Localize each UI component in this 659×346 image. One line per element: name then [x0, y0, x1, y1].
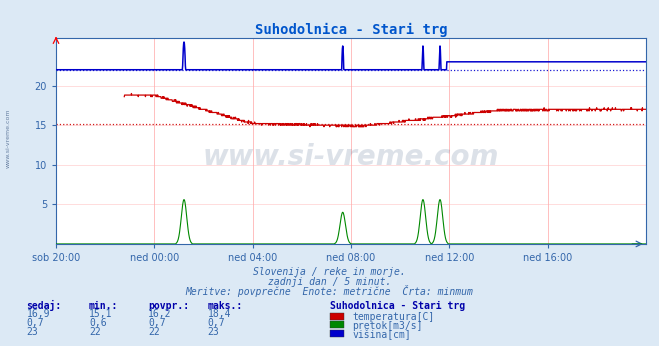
Text: Suhodolnica - Stari trg: Suhodolnica - Stari trg	[330, 301, 465, 311]
Text: Slovenija / reke in morje.: Slovenija / reke in morje.	[253, 267, 406, 277]
Text: 0,7: 0,7	[26, 318, 44, 328]
Text: pretok[m3/s]: pretok[m3/s]	[353, 321, 423, 331]
Text: sedaj:: sedaj:	[26, 300, 61, 311]
Text: 15,1: 15,1	[89, 309, 113, 319]
Text: www.si-vreme.com: www.si-vreme.com	[5, 109, 11, 168]
Text: min.:: min.:	[89, 301, 119, 311]
Text: temperatura[C]: temperatura[C]	[353, 312, 435, 322]
Text: 0,7: 0,7	[208, 318, 225, 328]
Text: 23: 23	[208, 327, 219, 337]
Text: maks.:: maks.:	[208, 301, 243, 311]
Text: višina[cm]: višina[cm]	[353, 329, 411, 340]
Text: 16,9: 16,9	[26, 309, 50, 319]
Text: 0,6: 0,6	[89, 318, 107, 328]
Text: www.si-vreme.com: www.si-vreme.com	[203, 144, 499, 172]
Text: povpr.:: povpr.:	[148, 301, 189, 311]
Text: 23: 23	[26, 327, 38, 337]
Title: Suhodolnica - Stari trg: Suhodolnica - Stari trg	[254, 23, 447, 37]
Text: zadnji dan / 5 minut.: zadnji dan / 5 minut.	[268, 277, 391, 288]
Text: 18,4: 18,4	[208, 309, 231, 319]
Text: Meritve: povprečne  Enote: metrične  Črta: minmum: Meritve: povprečne Enote: metrične Črta:…	[186, 285, 473, 297]
Text: 16,2: 16,2	[148, 309, 172, 319]
Text: 22: 22	[89, 327, 101, 337]
Text: 0,7: 0,7	[148, 318, 166, 328]
Text: 22: 22	[148, 327, 160, 337]
